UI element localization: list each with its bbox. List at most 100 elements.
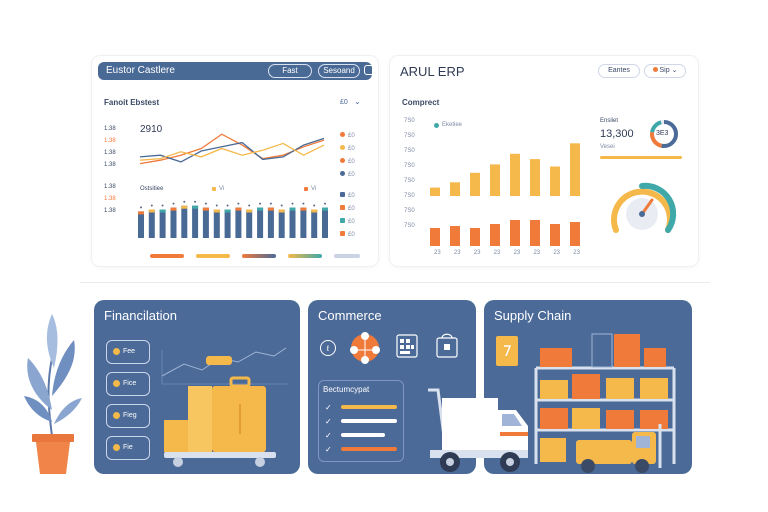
check-icon: ✓ [325, 431, 332, 440]
bar [300, 207, 307, 238]
bar [246, 209, 253, 238]
stat-card: Ensliet 13,300 Vesei 3E3 [596, 114, 688, 160]
chart-legend: Eketiee [442, 122, 463, 128]
bar-dot [194, 200, 197, 203]
legend-bottom: £0 £0 £0 £0 [340, 184, 370, 238]
bar-upper [490, 164, 500, 196]
list-item[interactable]: Fieg [106, 404, 150, 428]
stat-value: 13,300 [600, 128, 634, 140]
bar [322, 207, 328, 238]
bar-cap [148, 209, 155, 213]
info-icon: ℓ [320, 340, 336, 356]
checklist-bar [341, 419, 397, 423]
list-item[interactable]: Fee [106, 340, 150, 364]
legend-item: £0 [340, 184, 370, 199]
bar-dot [302, 202, 305, 205]
chart-value: 2910 [140, 124, 163, 135]
bar-upper [570, 143, 580, 196]
bar-cap [192, 205, 199, 209]
list-item[interactable]: Fie [106, 436, 150, 460]
sesoand-button[interactable]: Sesoand [318, 64, 360, 78]
bar-lower [510, 220, 520, 246]
bar-cap [322, 207, 328, 211]
status-strip-1 [150, 254, 184, 258]
bar [181, 205, 188, 238]
stat-sub: Vesei [600, 144, 615, 150]
commerce-card[interactable]: Commerce ℓ Bectumcypat ✓ ✓ ✓ ✓ [308, 300, 476, 474]
bar-lower [550, 224, 560, 246]
financials-card[interactable]: Financilation Fee Fice Fieg Fie [94, 300, 300, 474]
section-title: Fanoit Ebstest [104, 98, 160, 107]
x-tick: 23 [473, 250, 481, 256]
bar-dot [140, 206, 142, 209]
bar-cap [224, 209, 231, 213]
y-tick: 1.38 [104, 138, 116, 144]
legend-item: £0 [340, 137, 370, 152]
sip-dropdown[interactable]: Sip ⌄ [644, 64, 686, 78]
erp-dashboard-panel: ARUL ERP Eantes Sip ⌄ Comprect 7S0 7S0 7… [390, 56, 698, 266]
bar-upper [530, 159, 540, 196]
y-tick: 1.38 [104, 208, 116, 214]
status-dot-icon [652, 67, 658, 72]
bar [289, 207, 296, 238]
chevron-down-icon: ⌄ [671, 67, 678, 74]
bar-dot [150, 204, 153, 207]
card-title: Supply Chain [494, 308, 572, 323]
check-icon: ✓ [325, 445, 332, 454]
bar-upper [470, 172, 480, 196]
x-axis: 23 23 23 23 23 23 23 23 [434, 250, 580, 256]
bar-cap [159, 209, 166, 213]
chevron-down-icon[interactable]: ⌄ [354, 97, 361, 106]
list-item[interactable]: Fice [106, 372, 150, 396]
delivery-truck-illustration [430, 398, 528, 472]
y-tick: 7S0 [404, 163, 415, 169]
bar [170, 207, 177, 238]
legend-item: £0 [340, 150, 370, 165]
network-icon [350, 332, 380, 364]
legend-item: £0 [340, 210, 370, 225]
bar-cap [300, 207, 307, 211]
bar [278, 209, 285, 238]
card-title: Commerce [318, 308, 382, 323]
checklist-bar [341, 405, 397, 409]
bar-legend-2: Vi [311, 186, 317, 192]
bar-cap [289, 207, 296, 211]
bar-cap [213, 209, 220, 213]
x-tick: 23 [513, 250, 521, 256]
status-strip-4 [288, 254, 322, 258]
eantes-button[interactable]: Eantes [598, 64, 640, 78]
bar-cap [246, 209, 253, 213]
plant-illustration [24, 314, 82, 474]
line-series [139, 137, 325, 163]
legend-item: £0 [340, 163, 370, 178]
coin-icon [113, 411, 120, 419]
line-chart [139, 133, 325, 165]
bar [311, 209, 318, 238]
bar-upper [450, 182, 460, 196]
bar [192, 205, 199, 238]
shopping-bag-icon [436, 333, 458, 358]
bar-cap [267, 207, 274, 211]
y-axis-top: 1.38 1.38 1.38 1.38 [104, 126, 124, 174]
fast-button[interactable]: Fast [268, 64, 312, 78]
bar-dot [269, 202, 272, 205]
bar-lower [570, 222, 580, 246]
bar-cap [235, 207, 242, 211]
y-tick: 1.38 [104, 196, 116, 202]
menu-icon[interactable] [364, 65, 374, 75]
bar [224, 209, 231, 238]
y-tick: 7S0 [404, 223, 415, 229]
bar [213, 209, 220, 238]
checklist-panel: Bectumcypat ✓ ✓ ✓ ✓ [318, 380, 404, 462]
bar-chart-label: Ostsitiee [140, 186, 164, 192]
bar-dot [313, 204, 316, 207]
coin-icon [113, 347, 120, 355]
bar-lower [450, 226, 460, 246]
bar-cap [138, 211, 144, 215]
erp-title: ARUL ERP [400, 64, 465, 79]
bar-cap [257, 207, 264, 211]
y-tick: 1.38 [104, 184, 116, 190]
bar [159, 209, 166, 238]
bar-dot [324, 202, 326, 205]
y-tick: 1.38 [104, 162, 116, 168]
